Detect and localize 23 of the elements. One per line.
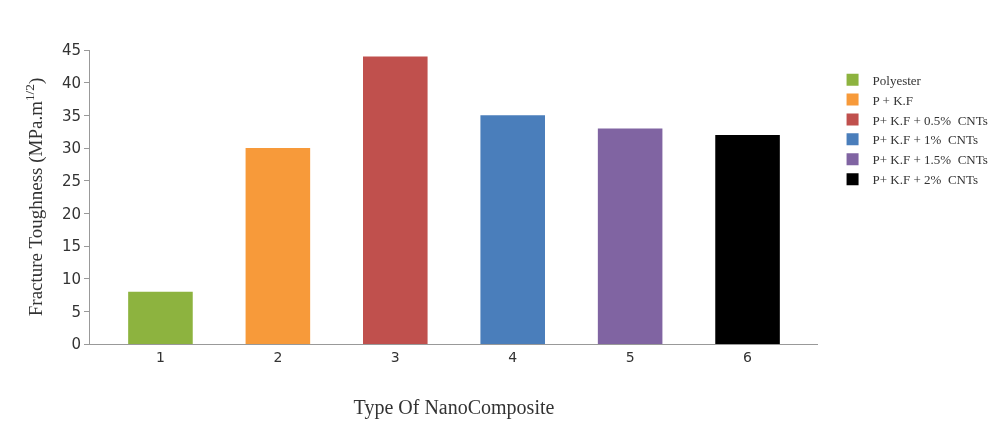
x-tick-label: 3 [390,348,400,365]
legend-label: P+ K.F + 1.5% CNTs [872,152,988,168]
x-tick-label: 2 [273,348,283,365]
x-tick-label: 4 [508,348,518,365]
y-tick-label: 0 [71,335,81,354]
y-tick-label: 35 [61,106,81,125]
legend-label: Polyester [872,72,922,88]
x-tick-label: 5 [625,348,635,365]
y-tick-label: 30 [61,139,81,158]
x-tick-label: 6 [743,348,753,365]
legend-label: P+ K.F + 1% CNTs [872,132,979,148]
legend-label: P+ K.F + 0.5% CNTs [872,112,988,128]
legend-label: P + K.F [872,92,914,108]
y-tick-label: 20 [61,204,81,223]
x-axis-title: Type Of NanoComposite [353,396,555,419]
y-tick-label: 45 [61,41,81,60]
y-tick-label: 40 [61,73,81,92]
y-tick-label: 15 [61,237,81,256]
x-tick-label: 1 [155,348,165,365]
y-tick-label: 5 [71,302,81,321]
y-tick-label: 10 [61,269,81,288]
y-tick-label: 25 [61,171,81,190]
legend-label: P+ K.F + 2% CNTs [872,172,979,188]
